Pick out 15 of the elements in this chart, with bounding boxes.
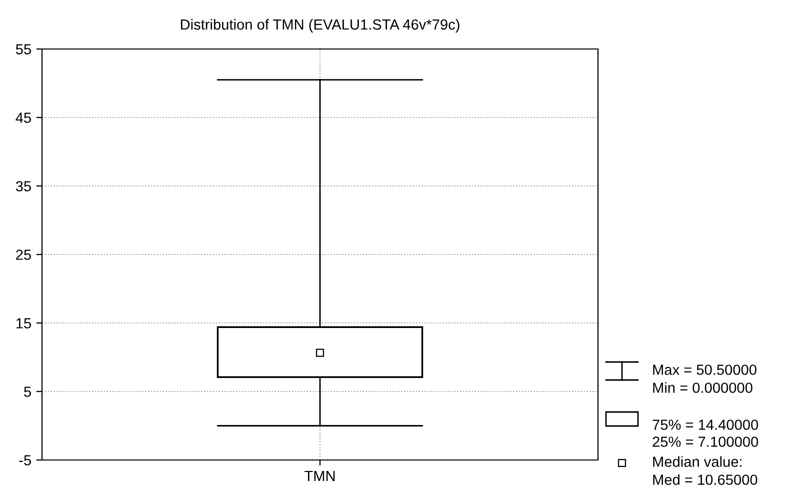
chart-title: Distribution of TMN (EVALU1.STA 46v*79c)	[180, 18, 460, 33]
y-tick-label: 35	[16, 181, 31, 192]
text: Min = 0.000000	[653, 382, 752, 393]
y-tick-label: -5	[19, 455, 31, 466]
y-tick-label: 55	[16, 44, 31, 54]
y-tick-label: 5	[24, 386, 31, 397]
x-tick-label: TMN	[304, 470, 335, 481]
text: Median value:	[653, 456, 742, 467]
y-tick-label: 45	[16, 112, 31, 123]
y-tick-label: 15	[16, 318, 31, 328]
text: 75% = 14.40000	[652, 420, 758, 430]
text: Max = 50.50000	[653, 364, 756, 375]
text: 25% = 7.100000	[652, 436, 758, 447]
y-tick-label: 25	[16, 250, 31, 260]
text: Med = 10.65000	[653, 474, 758, 485]
